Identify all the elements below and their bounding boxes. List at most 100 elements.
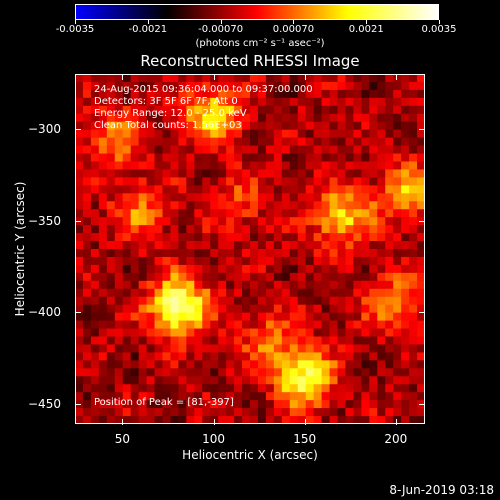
heatmap-cell [353, 121, 362, 131]
heatmap-cell [369, 304, 378, 314]
heatmap-cell [194, 256, 203, 266]
heatmap-cell [385, 145, 394, 155]
heatmap-cell [178, 264, 187, 274]
heatmap-cell [90, 376, 100, 385]
heatmap-cell [178, 312, 187, 322]
heatmap-cell [401, 416, 410, 424]
heatmap-cell [234, 296, 243, 306]
heatmap-cell [226, 368, 235, 377]
heatmap-cell [265, 74, 275, 83]
heatmap-cell [234, 376, 243, 385]
heatmap-cell [226, 280, 235, 290]
heatmap-cell [401, 121, 410, 131]
heatmap-cell [409, 217, 418, 226]
heatmap-cell [130, 81, 140, 91]
heatmap-cell [218, 336, 227, 346]
heatmap-cell [273, 264, 283, 274]
heatmap-cell [250, 280, 259, 290]
heatmap-cell [353, 97, 362, 107]
heatmap-cell [194, 177, 203, 186]
heatmap-cell [305, 89, 315, 99]
heatmap-cell [130, 129, 140, 139]
heatmap-cell [257, 304, 267, 314]
heatmap-cell [130, 304, 140, 314]
heatmap-cell [226, 233, 235, 242]
heatmap-cell [138, 233, 148, 242]
heatmap-cell [138, 416, 148, 424]
heatmap-cell [289, 256, 299, 266]
heatmap-cell [146, 264, 156, 274]
heatmap-cell [170, 336, 179, 346]
heatmap-cell [242, 193, 251, 202]
heatmap-cell [202, 105, 211, 115]
heatmap-cell [178, 74, 187, 83]
heatmap-cell [265, 97, 275, 107]
heatmap-cell [154, 113, 164, 123]
heatmap-cell [401, 161, 410, 171]
heatmap-cell [305, 296, 315, 306]
heatmap-cell [305, 153, 315, 163]
heatmap-cell [154, 304, 164, 314]
heatmap-cell [257, 153, 267, 163]
heatmap-cell [353, 272, 362, 282]
heatmap-cell [202, 288, 211, 298]
heatmap-cell [98, 233, 108, 242]
heatmap-cell [345, 336, 354, 346]
heatmap-cell [242, 217, 251, 226]
heatmap-cell [202, 153, 211, 163]
heatmap-cell [210, 113, 219, 123]
heatmap-cell [106, 296, 116, 306]
heatmap-cell [337, 113, 347, 123]
heatmap-cell [122, 249, 132, 258]
heatmap-cell [106, 368, 116, 377]
heatmap-cell [130, 241, 140, 250]
heatmap-cell [305, 113, 315, 123]
heatmap-cell [409, 256, 418, 266]
heatmap-cell [186, 105, 195, 115]
heatmap-cell [154, 368, 164, 377]
heatmap-cell [361, 145, 370, 155]
heatmap-cell [377, 209, 386, 218]
heatmap-cell [98, 193, 108, 202]
heatmap-cell [273, 169, 283, 178]
heatmap-cell [194, 304, 203, 314]
heatmap-cell [114, 408, 124, 417]
heatmap-cell [75, 105, 84, 115]
heatmap-cell [90, 272, 100, 282]
heatmap-cell [345, 177, 354, 186]
heatmap-cell [114, 233, 124, 242]
heatmap-cell [202, 368, 211, 377]
heatmap-cell [401, 74, 410, 83]
heatmap-cell [82, 241, 92, 250]
heatmap-cell [401, 89, 410, 99]
heatmap-cell [106, 256, 116, 266]
heatmap-cell [146, 153, 156, 163]
heatmap-cell [90, 74, 100, 83]
heatmap-cell [289, 105, 299, 115]
heatmap-cell [194, 352, 203, 361]
heatmap-cell [122, 336, 132, 346]
heatmap-cell [297, 241, 307, 250]
heatmap-cell [369, 217, 378, 226]
heatmap-cell [369, 296, 378, 306]
heatmap-cell [329, 185, 339, 194]
heatmap-cell [170, 177, 179, 186]
colorbar-tick [366, 20, 368, 24]
heatmap-cell [98, 153, 108, 163]
heatmap-cell [202, 272, 211, 282]
heatmap-cell [401, 288, 410, 298]
heatmap-cell [297, 185, 307, 194]
heatmap-cell [377, 272, 386, 282]
heatmap-cell [401, 304, 410, 314]
heatmap-cell [297, 97, 307, 107]
heatmap-cell [313, 169, 323, 178]
heatmap-cell [186, 241, 195, 250]
heatmap-cell [353, 280, 362, 290]
heatmap-cell [250, 368, 259, 377]
heatmap-cell [210, 328, 219, 338]
heatmap-cell [146, 272, 156, 282]
heatmap-cell [250, 225, 259, 234]
heatmap-cell [321, 89, 331, 99]
heatmap-cell [250, 392, 259, 401]
heatmap-cell [401, 241, 410, 250]
